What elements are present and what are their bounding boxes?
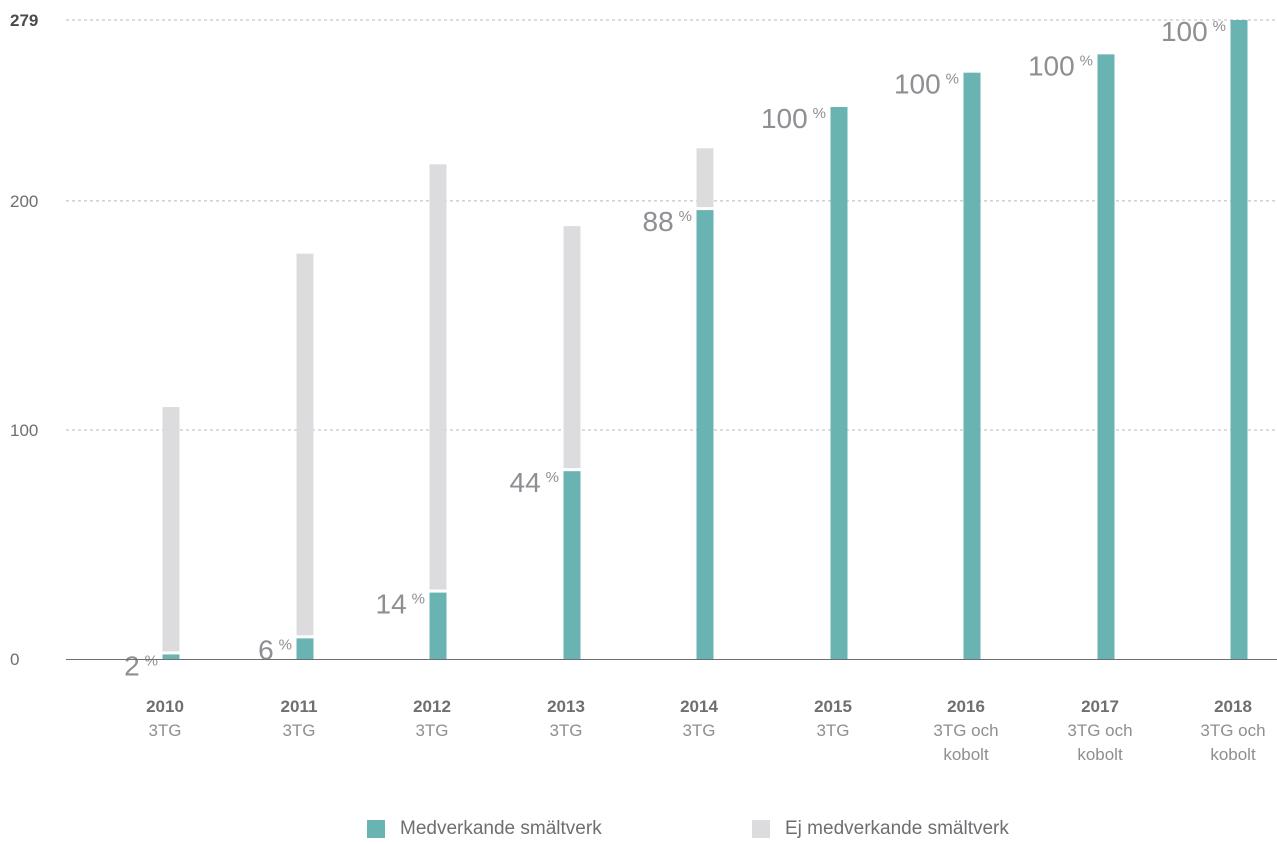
data-label: 2% — [124, 650, 158, 681]
y-tick-label: 279 — [10, 11, 38, 30]
bar-medverkande — [429, 592, 447, 659]
x-tick-sublabel: 3TG — [816, 721, 849, 740]
data-label-value: 44 — [510, 467, 541, 498]
x-tick-year: 2010 — [146, 697, 184, 716]
data-label-unit: % — [546, 469, 559, 486]
x-tick-year: 2015 — [814, 697, 852, 716]
data-label-unit: % — [1213, 18, 1226, 35]
x-tick-year: 2016 — [947, 697, 985, 716]
data-label-value: 14 — [376, 589, 407, 620]
legend-swatch-ej-medverkande — [752, 820, 770, 838]
data-label-unit: % — [679, 208, 692, 225]
legend-item-medverkande: Medverkande smältverk — [367, 818, 602, 840]
bar-medverkande — [963, 72, 981, 659]
x-tick-year: 2014 — [680, 697, 718, 716]
legend-swatch-medverkande — [367, 820, 385, 838]
x-tick-sublabel: 3TG och — [1200, 721, 1265, 740]
x-tick-year: 2012 — [413, 697, 451, 716]
bar-medverkande — [830, 107, 848, 660]
data-label: 44% — [510, 467, 560, 498]
data-label: 100% — [1161, 16, 1226, 47]
x-tick-sublabel: 3TG — [148, 721, 181, 740]
y-tick-label: 200 — [10, 192, 38, 211]
bar-ej-medverkande — [429, 164, 447, 590]
data-label-value: 100 — [1028, 50, 1075, 81]
bar-ej-medverkande — [162, 407, 180, 652]
bar-medverkande — [1097, 54, 1115, 659]
data-label: 88% — [643, 206, 693, 237]
data-label-value: 88 — [643, 206, 674, 237]
data-label: 6% — [258, 634, 292, 665]
x-tick-sublabel: kobolt — [1077, 745, 1123, 764]
x-tick-sublabel: kobolt — [943, 745, 989, 764]
data-label-unit: % — [279, 636, 292, 653]
x-tick-year: 2013 — [547, 697, 585, 716]
bar-ej-medverkande — [563, 226, 581, 469]
data-label-unit: % — [813, 105, 826, 122]
legend-label-ej-medverkande: Ej medverkande smältverk — [785, 818, 1009, 839]
x-tick-sublabel: 3TG — [282, 721, 315, 740]
x-tick-sublabel: 3TG och — [933, 721, 998, 740]
x-tick-sublabel: 3TG — [415, 721, 448, 740]
data-label-unit: % — [145, 652, 158, 669]
bar-chart: 2% 6 %14 %44 %88 %100 %100% 100 %100% 0100200279… — [10, 11, 1277, 764]
x-tick-sublabel: 3TG och — [1067, 721, 1132, 740]
x-tick-year: 2011 — [281, 697, 318, 716]
bar-ej-medverkande — [696, 148, 714, 208]
bar-medverkande — [696, 210, 714, 659]
bar-medverkande — [162, 654, 180, 659]
x-tick-sublabel: 3TG — [549, 721, 582, 740]
data-label-value: 100 — [1161, 16, 1208, 47]
data-label: 14% — [376, 589, 426, 620]
data-label: 100% — [1028, 50, 1093, 81]
data-label-value: 100 — [761, 103, 808, 134]
data-label: 100% — [761, 103, 826, 134]
data-label-value: 6 — [258, 634, 274, 665]
x-tick-year: 2018 — [1214, 697, 1252, 716]
bar-medverkande — [296, 638, 314, 659]
bar-ej-medverkande — [296, 253, 314, 636]
legend-item-ej-medverkande: Ej medverkande smältverk — [752, 818, 1009, 840]
data-label-unit: % — [412, 591, 425, 608]
y-tick-label: 0 — [10, 650, 19, 669]
data-label-unit: % — [946, 71, 959, 88]
data-label: 100% — [894, 69, 959, 100]
legend-label-medverkande: Medverkande smältverk — [400, 818, 602, 839]
y-tick-label: 100 — [10, 421, 38, 440]
x-tick-sublabel: kobolt — [1210, 745, 1256, 764]
x-tick-year: 2017 — [1081, 697, 1119, 716]
bar-medverkande — [1230, 20, 1248, 659]
x-tick-sublabel: 3TG — [682, 721, 715, 740]
data-label-value: 100 — [894, 69, 941, 100]
legend: Medverkande smältverk Ej medverkande smä… — [0, 818, 1277, 844]
data-label-value: 2 — [124, 650, 140, 681]
bar-medverkande — [563, 471, 581, 659]
data-label-unit: % — [1080, 52, 1093, 69]
